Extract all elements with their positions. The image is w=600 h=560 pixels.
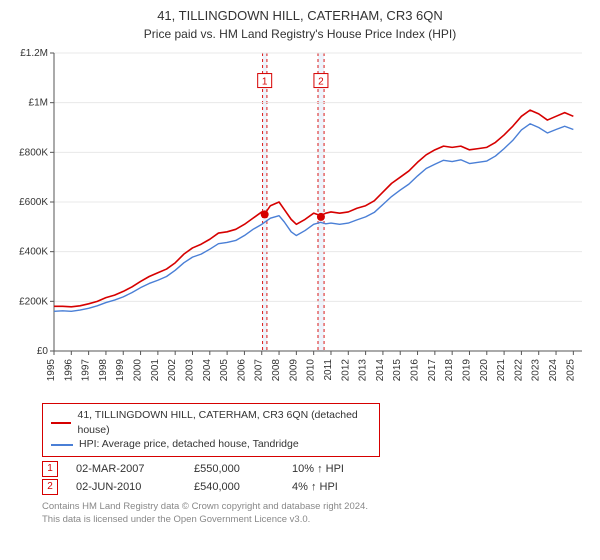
legend-item: HPI: Average price, detached house, Tand…: [51, 437, 371, 452]
svg-text:2007: 2007: [254, 358, 265, 381]
svg-text:2015: 2015: [392, 358, 403, 381]
legend-label: 41, TILLINGDOWN HILL, CATERHAM, CR3 6QN …: [77, 408, 371, 437]
svg-text:2025: 2025: [565, 358, 576, 381]
event-row: 1 02-MAR-2007 £550,000 10% ↑ HPI: [42, 461, 590, 477]
event-price: £540,000: [194, 481, 274, 493]
svg-text:2: 2: [318, 76, 324, 87]
page-subtitle: Price paid vs. HM Land Registry's House …: [10, 27, 590, 41]
footer-line: This data is licensed under the Open Gov…: [42, 514, 590, 527]
legend: 41, TILLINGDOWN HILL, CATERHAM, CR3 6QN …: [42, 403, 380, 457]
svg-text:2024: 2024: [548, 358, 559, 381]
svg-text:£1M: £1M: [29, 98, 48, 109]
svg-text:2001: 2001: [150, 358, 161, 381]
footer-line: Contains HM Land Registry data © Crown c…: [42, 501, 590, 514]
svg-text:£600K: £600K: [19, 197, 48, 208]
svg-text:2000: 2000: [133, 358, 144, 381]
svg-text:2006: 2006: [236, 358, 247, 381]
svg-text:2016: 2016: [410, 358, 421, 381]
svg-text:2011: 2011: [323, 358, 334, 380]
svg-text:2020: 2020: [479, 358, 490, 381]
svg-text:2002: 2002: [167, 358, 178, 381]
svg-text:2018: 2018: [444, 358, 455, 381]
svg-text:2008: 2008: [271, 358, 282, 381]
svg-text:£0: £0: [37, 346, 49, 357]
svg-text:1999: 1999: [115, 358, 126, 381]
svg-text:1996: 1996: [63, 358, 74, 381]
event-delta: 10% ↑ HPI: [292, 463, 392, 475]
svg-text:£800K: £800K: [19, 147, 48, 158]
svg-text:2013: 2013: [358, 358, 369, 381]
svg-text:1995: 1995: [46, 358, 57, 381]
price-chart: £0 £200K £400K £600K £800K £1M £1.2M 1995 1996 19…: [10, 47, 590, 397]
svg-text:2005: 2005: [219, 358, 230, 381]
event-marker-box: 2: [42, 479, 58, 495]
svg-text:£1.2M: £1.2M: [20, 48, 48, 59]
svg-text:2022: 2022: [513, 358, 524, 381]
event-date: 02-JUN-2010: [76, 481, 176, 493]
svg-text:2003: 2003: [184, 358, 195, 381]
svg-text:1: 1: [262, 76, 268, 87]
svg-text:2019: 2019: [461, 358, 472, 381]
event-price: £550,000: [194, 463, 274, 475]
svg-text:2014: 2014: [375, 358, 386, 381]
svg-text:1997: 1997: [81, 358, 92, 381]
svg-text:£400K: £400K: [19, 247, 48, 258]
event-row: 2 02-JUN-2010 £540,000 4% ↑ HPI: [42, 479, 590, 495]
page-title: 41, TILLINGDOWN HILL, CATERHAM, CR3 6QN: [10, 8, 590, 25]
svg-text:2012: 2012: [340, 358, 351, 381]
svg-text:2021: 2021: [496, 358, 507, 381]
svg-text:2023: 2023: [531, 358, 542, 381]
events-list: 1 02-MAR-2007 £550,000 10% ↑ HPI 2 02-JUN-201…: [42, 461, 590, 495]
event-delta: 4% ↑ HPI: [292, 481, 392, 493]
svg-text:2010: 2010: [306, 358, 317, 381]
svg-text:1998: 1998: [98, 358, 109, 381]
svg-text:2004: 2004: [202, 358, 213, 381]
event-marker-box: 1: [42, 461, 58, 477]
svg-text:2009: 2009: [288, 358, 299, 381]
svg-text:£200K: £200K: [19, 296, 48, 307]
legend-label: HPI: Average price, detached house, Tand…: [79, 437, 299, 452]
legend-item: 41, TILLINGDOWN HILL, CATERHAM, CR3 6QN …: [51, 408, 371, 437]
attribution-footer: Contains HM Land Registry data © Crown c…: [42, 501, 590, 527]
legend-swatch: [51, 444, 73, 446]
svg-text:2017: 2017: [427, 358, 438, 381]
legend-swatch: [51, 422, 71, 424]
event-date: 02-MAR-2007: [76, 463, 176, 475]
